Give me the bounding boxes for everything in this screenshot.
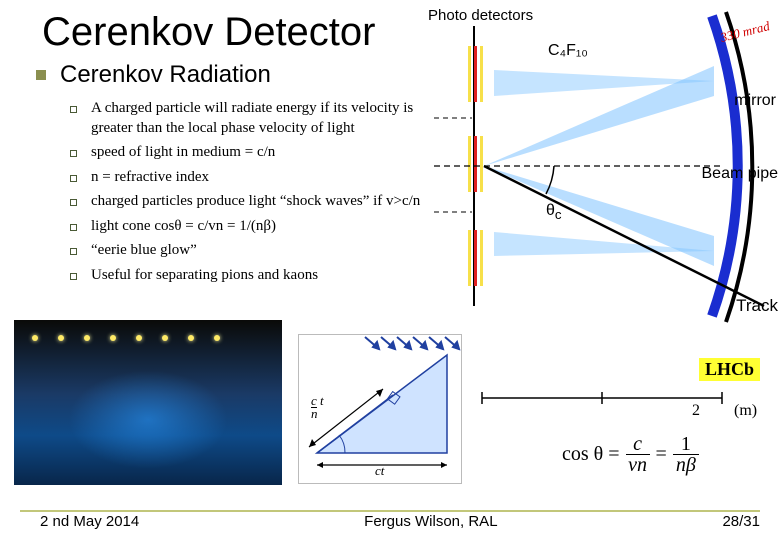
subtitle-text: Cerenkov Radiation <box>60 61 271 89</box>
lhcb-badge: LHCb <box>699 358 760 381</box>
beam-pipe-label: Beam pipe <box>702 166 779 183</box>
bullet-text: A charged particle will radiate energy i… <box>91 99 450 138</box>
list-item: A charged particle will radiate energy i… <box>70 99 450 138</box>
bullet-icon <box>70 199 77 206</box>
photo-lights <box>22 328 274 348</box>
track-label: Track <box>736 296 778 316</box>
bullet-text: charged particles produce light “shock w… <box>91 192 420 212</box>
list-item: Useful for separating pions and kaons <box>70 266 450 286</box>
bullet-icon <box>70 175 77 182</box>
footer-page: 28/31 <box>722 513 760 530</box>
gas-label: C₄F₁₀ <box>548 42 588 60</box>
cn-t-label: c t n <box>311 393 324 422</box>
list-item: “eerie blue glow” <box>70 241 450 261</box>
list-item: charged particles produce light “shock w… <box>70 192 450 212</box>
bullet-text: Useful for separating pions and kaons <box>91 266 318 286</box>
bullet-icon <box>70 248 77 255</box>
theta-label: θc <box>546 202 562 222</box>
subtitle-bullet-icon <box>36 70 46 80</box>
bullet-list: A charged particle will radiate energy i… <box>70 99 450 285</box>
list-item: speed of light in medium = c/n <box>70 143 450 163</box>
bullet-icon <box>70 150 77 157</box>
bullet-icon <box>70 224 77 231</box>
bullet-icon <box>70 106 77 113</box>
mirror-label: mirror <box>734 92 776 110</box>
cone-geometry-diagram: c t n ct <box>298 334 462 484</box>
bullet-text: “eerie blue glow” <box>91 241 197 261</box>
detector-diagram: Photo detectors C₄F₁₀ mirror Beam pipe θ… <box>434 6 774 356</box>
photo-detectors-label: Photo detectors <box>428 8 533 24</box>
bullet-text: light cone cosθ = c/vn = 1/(nβ) <box>91 217 276 237</box>
formula: cos θ = c vn = 1 nβ <box>562 434 699 475</box>
scale-m: (m) <box>734 402 757 420</box>
footer-author: Fergus Wilson, RAL <box>364 513 497 530</box>
scale-2: 2 <box>692 402 700 420</box>
scale-formula-area: 2 (m) cos θ = c vn = 1 nβ <box>472 362 772 492</box>
bullet-text: n = refractive index <box>91 168 209 188</box>
bullet-icon <box>70 273 77 280</box>
bullet-text: speed of light in medium = c/n <box>91 143 275 163</box>
list-item: light cone cosθ = c/vn = 1/(nβ) <box>70 217 450 237</box>
ct-label: ct <box>375 463 384 479</box>
footer-divider <box>20 510 760 512</box>
slide-footer: 2 nd May 2014 Fergus Wilson, RAL 28/31 <box>0 513 780 534</box>
list-item: n = refractive index <box>70 168 450 188</box>
cherenkov-pool-photo <box>14 320 282 485</box>
footer-date: 2 nd May 2014 <box>40 513 139 530</box>
